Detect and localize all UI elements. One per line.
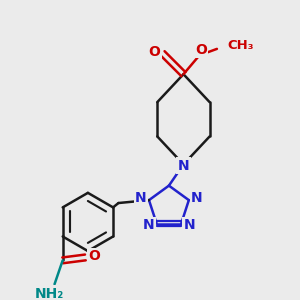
Text: CH₃: CH₃ (227, 39, 254, 52)
Text: O: O (195, 43, 207, 57)
Text: N: N (178, 159, 189, 173)
Text: O: O (148, 45, 160, 59)
Text: N: N (142, 218, 154, 232)
Text: N: N (184, 218, 195, 232)
Text: N: N (191, 191, 203, 205)
Text: N: N (135, 191, 147, 205)
Text: NH₂: NH₂ (35, 286, 64, 300)
Text: O: O (88, 249, 100, 263)
